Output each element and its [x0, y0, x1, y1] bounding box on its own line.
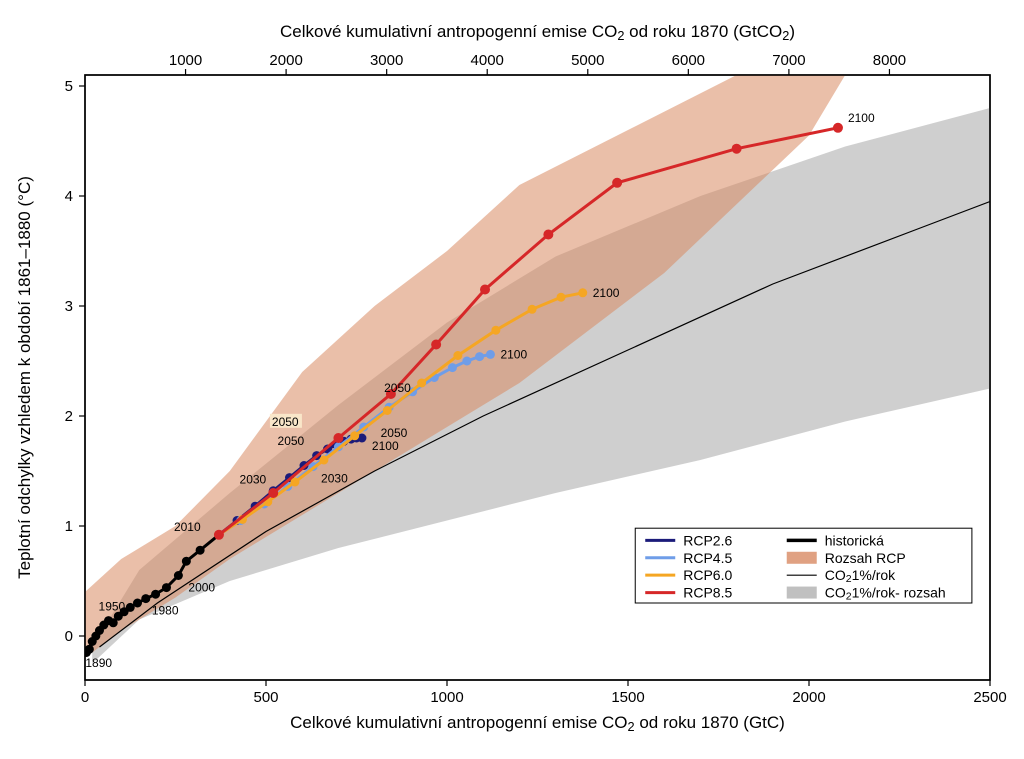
xb-tick-label: 2500: [973, 689, 1006, 706]
rcp60-marker: [557, 293, 566, 302]
historical-marker: [196, 546, 205, 555]
rcp45-marker: [475, 352, 484, 361]
rcp26-label: 2100: [372, 439, 399, 453]
yl-tick-label: 0: [65, 628, 73, 645]
legend-item: Rozsah RCP: [825, 550, 906, 566]
yl-tick-label: 3: [65, 298, 73, 315]
historical-label: 1950: [99, 600, 126, 614]
historical-label: 2000: [188, 581, 215, 595]
rcp85-label: 2100: [848, 111, 875, 125]
rcp60-marker: [383, 406, 392, 415]
historical-marker: [151, 590, 160, 599]
historical-marker: [174, 571, 183, 580]
rcp60-label: 2050: [272, 415, 299, 429]
rcp85-marker: [480, 285, 490, 295]
xt-tick-label: 4000: [471, 52, 504, 69]
historical-marker: [182, 557, 191, 566]
historical-marker: [85, 645, 94, 654]
rcp85-marker: [333, 433, 343, 443]
rcp60-marker: [491, 326, 500, 335]
rcp85-label: 2050: [384, 381, 411, 395]
xt-tick-label: 2000: [269, 52, 302, 69]
yl-tick-label: 1: [65, 518, 73, 535]
rcp60-marker: [578, 288, 587, 297]
rcp85-marker: [268, 488, 278, 498]
xt-tick-label: 1000: [169, 52, 202, 69]
yl-tick-label: 5: [65, 78, 73, 95]
xb-tick-label: 1500: [611, 689, 644, 706]
legend-item: RCP2.6: [683, 532, 732, 548]
rcp60-marker: [417, 379, 426, 388]
xb-tick-label: 0: [81, 689, 89, 706]
rcp85-marker: [833, 123, 843, 133]
emissions-temperature-chart: 1890195019802000201020302050210020302050…: [0, 0, 1024, 759]
rcp45-label: 2100: [500, 347, 527, 361]
xt-tick-label: 6000: [672, 52, 705, 69]
rcp60-marker: [319, 456, 328, 465]
xb-tick-label: 1000: [430, 689, 463, 706]
legend-item: CO21%/rok: [825, 567, 896, 585]
historical-label: 1980: [152, 604, 179, 618]
rcp45-label: 2050: [381, 426, 408, 440]
legend-item: historická: [825, 532, 884, 548]
rcp85-marker: [214, 530, 224, 540]
rcp60-marker: [350, 431, 359, 440]
rcp45-label: 2030: [321, 472, 348, 486]
left-axis-label: Teplotní odchylky vzhledem k období 1861…: [15, 176, 34, 579]
rcp26-label: 2050: [278, 434, 305, 448]
rcp60-marker: [528, 305, 537, 314]
xb-tick-label: 500: [253, 689, 278, 706]
rcp45-marker: [486, 350, 495, 359]
legend-item: RCP6.0: [683, 567, 732, 583]
rcp85-marker: [431, 340, 441, 350]
chart-svg: 1890195019802000201020302050210020302050…: [0, 0, 1024, 759]
legend-item: RCP8.5: [683, 585, 732, 601]
historical-marker: [162, 583, 171, 592]
xt-tick-label: 7000: [772, 52, 805, 69]
rcp45-marker: [448, 363, 457, 372]
xt-tick-label: 8000: [873, 52, 906, 69]
rcp85-marker: [612, 178, 622, 188]
yl-tick-label: 2: [65, 408, 73, 425]
rcp26-label: 2030: [240, 473, 267, 487]
xt-tick-label: 5000: [571, 52, 604, 69]
legend-item: CO21%/rok- rozsah: [825, 585, 946, 603]
yl-tick-label: 4: [65, 188, 73, 205]
xb-tick-label: 2000: [792, 689, 825, 706]
legend-item: RCP4.5: [683, 550, 732, 566]
historical-marker: [133, 599, 142, 608]
bottom-axis-label: Celkové kumulativní antropogenní emise C…: [290, 713, 785, 734]
rcp45-marker: [462, 357, 471, 366]
rcp60-marker: [453, 351, 462, 360]
rcp60-label: 2100: [593, 286, 620, 300]
top-axis-label: Celkové kumulativní antropogenní emise C…: [280, 22, 795, 43]
xt-tick-label: 3000: [370, 52, 403, 69]
historical-marker: [141, 594, 150, 603]
historical-label: 1890: [85, 656, 112, 670]
rcp85-marker: [543, 230, 553, 240]
rcp85-marker: [732, 144, 742, 154]
historical-label: 2010: [174, 520, 201, 534]
